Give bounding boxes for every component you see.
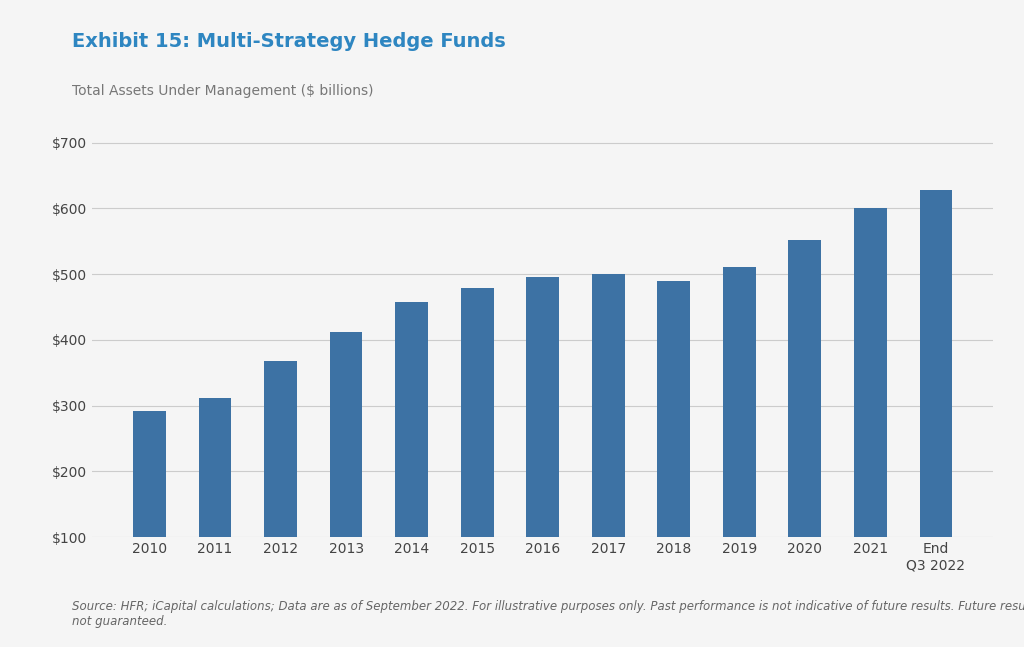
Bar	[526, 277, 559, 603]
Bar	[592, 274, 625, 603]
Bar	[788, 240, 821, 603]
Text: Exhibit 15: Multi-Strategy Hedge Funds: Exhibit 15: Multi-Strategy Hedge Funds	[72, 32, 506, 51]
Bar	[395, 302, 428, 603]
Text: Source: HFR; iCapital calculations; Data are as of September 2022. For illustrat: Source: HFR; iCapital calculations; Data…	[72, 600, 1024, 628]
Bar	[199, 398, 231, 603]
Bar	[330, 332, 362, 603]
Bar	[657, 281, 690, 603]
Bar	[723, 267, 756, 603]
Text: Total Assets Under Management ($ billions): Total Assets Under Management ($ billion…	[72, 84, 373, 98]
Bar	[920, 190, 952, 603]
Bar	[264, 361, 297, 603]
Bar	[854, 208, 887, 603]
Bar	[133, 411, 166, 603]
Bar	[461, 289, 494, 603]
